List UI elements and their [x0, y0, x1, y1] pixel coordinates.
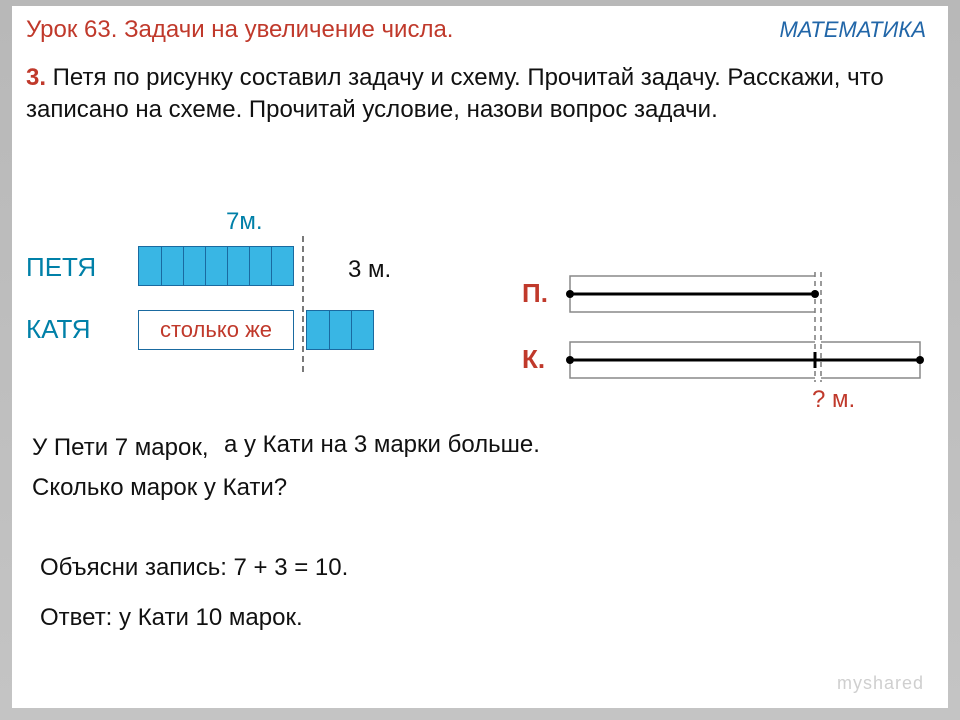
task-text: 3. Петя по рисунку составил задачу и схе…	[12, 44, 948, 127]
task-number: 3.	[26, 64, 46, 91]
bar-diagram: 7м. ПЕТЯ КАТЯ столько же 3 м.	[26, 208, 496, 398]
line-scheme: П. К. ? м.	[522, 256, 932, 426]
subject-label: МАТЕМАТИКА	[779, 17, 926, 43]
scheme-question: ? м.	[812, 386, 855, 414]
slide: Урок 63. Задачи на увеличение числа. МАТ…	[12, 6, 948, 708]
lesson-title: Урок 63. Задачи на увеличение числа.	[26, 16, 453, 44]
label-7m: 7м.	[226, 208, 263, 236]
petya-bar	[138, 246, 294, 286]
label-3m: 3 м.	[348, 256, 391, 284]
problem-line1a: У Пети 7 марок,	[32, 434, 209, 462]
label-petya: ПЕТЯ	[26, 252, 96, 283]
task-body: Петя по рисунку составил задачу и схему.…	[26, 64, 884, 123]
explain-line: Объясни запись: 7 + 3 = 10.	[40, 554, 348, 582]
scheme-p-label: П.	[522, 278, 548, 309]
watermark: myshared	[837, 673, 924, 694]
problem-line2: Сколько марок у Кати?	[32, 474, 287, 502]
scheme-k-label: К.	[522, 344, 545, 375]
dashed-divider	[302, 236, 304, 372]
answer-line: Ответ: у Кати 10 марок.	[40, 604, 303, 632]
extra-bar	[306, 310, 374, 350]
label-katya: КАТЯ	[26, 314, 91, 345]
scheme-svg	[522, 256, 932, 426]
problem-line1b: а у Кати на 3 марки больше.	[224, 431, 540, 459]
same-box: столько же	[138, 310, 294, 350]
header: Урок 63. Задачи на увеличение числа. МАТ…	[12, 6, 948, 44]
